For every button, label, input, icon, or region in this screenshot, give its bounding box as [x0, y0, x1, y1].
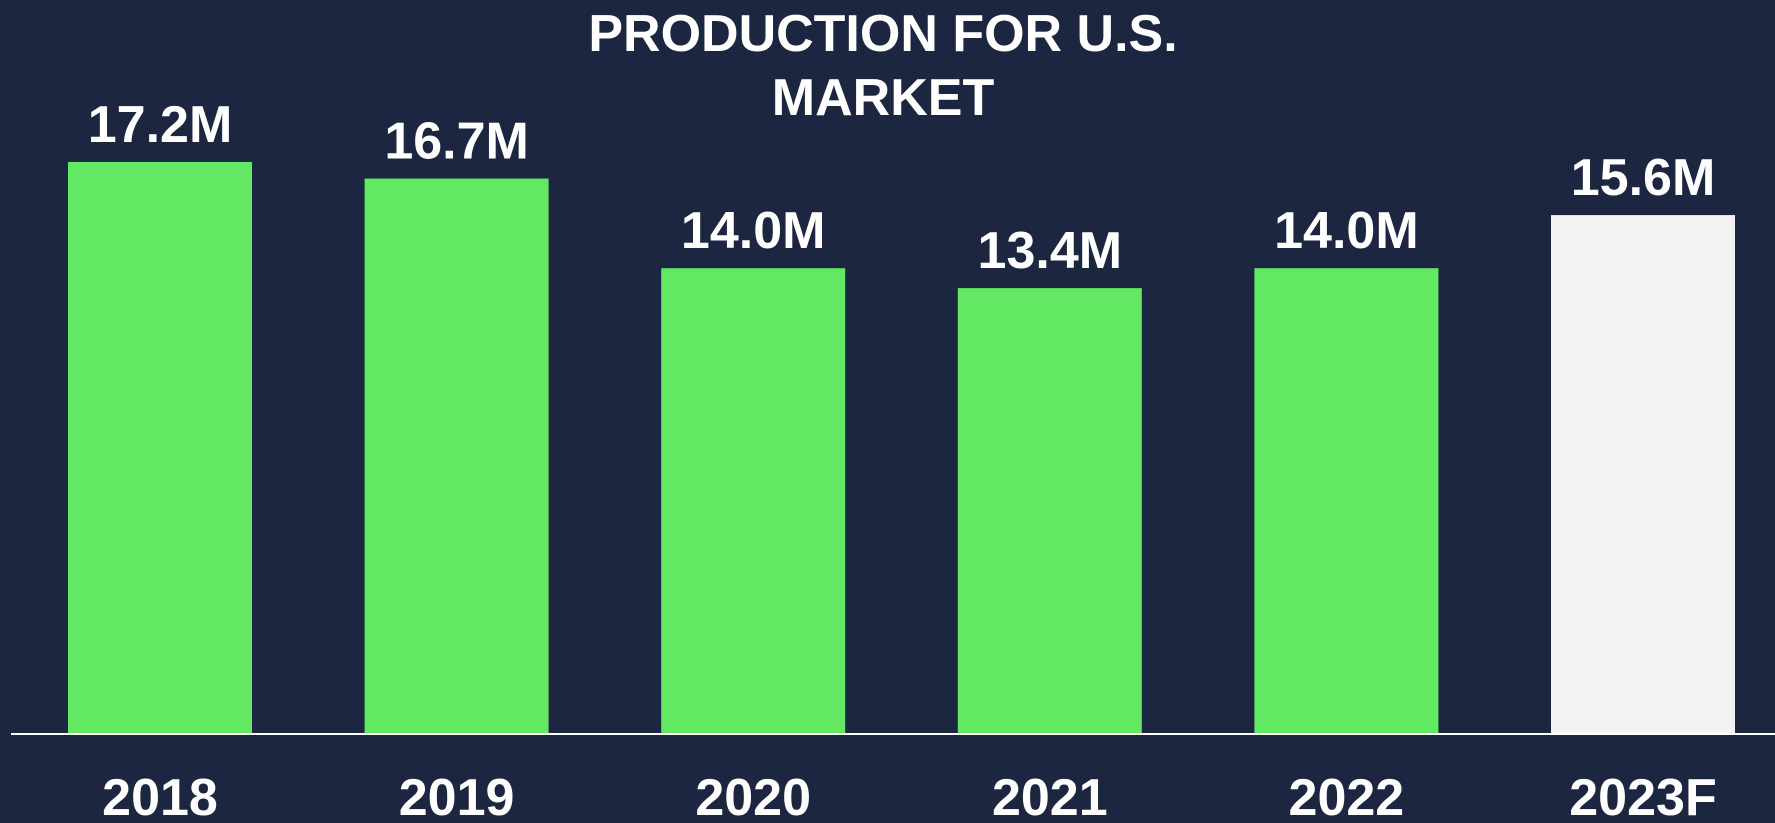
value-label: 17.2M: [88, 96, 233, 154]
value-label: 13.4M: [978, 222, 1123, 280]
x-tick-label: 2022: [1289, 769, 1405, 823]
bar: [661, 268, 846, 733]
value-label: 14.0M: [681, 202, 826, 260]
x-tick-label: 2018: [102, 769, 218, 823]
bar: [1254, 268, 1439, 733]
value-label: 15.6M: [1571, 149, 1716, 207]
bar: [1551, 215, 1735, 733]
value-label: 16.7M: [384, 113, 529, 171]
x-tick-label: 2023F: [1569, 769, 1716, 823]
bar: [68, 161, 252, 733]
x-tick-label: 2021: [992, 769, 1108, 823]
bar: [957, 288, 1142, 733]
x-tick-label: 2019: [399, 769, 515, 823]
value-label: 14.0M: [1274, 202, 1419, 260]
x-tick-label: 2020: [695, 769, 811, 823]
chart-title: PRODUCTION FOR U.S. MARKET: [588, 5, 1178, 127]
bar: [364, 178, 549, 733]
